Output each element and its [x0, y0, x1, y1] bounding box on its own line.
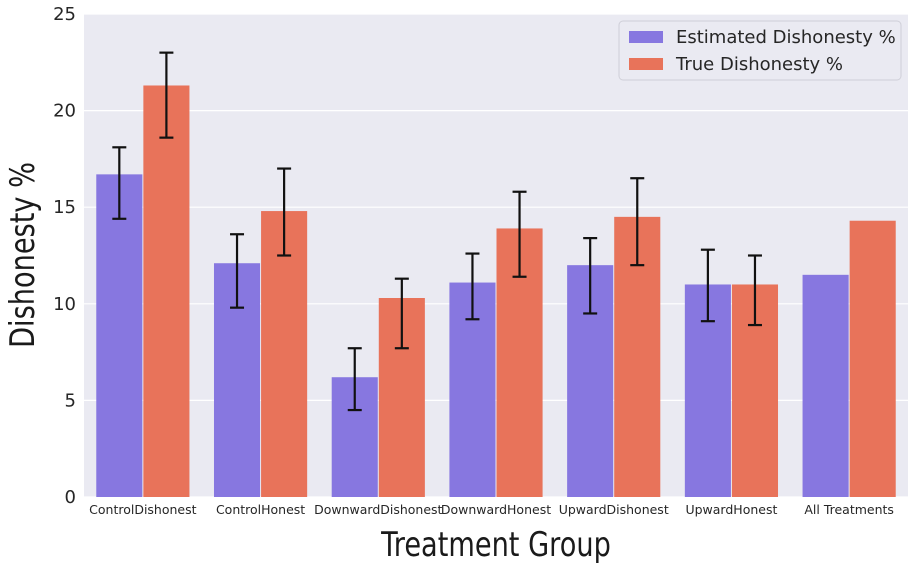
x-tick-label: UpwardHonest: [685, 502, 777, 517]
y-tick-labels: 0 5 10 15 20 25: [53, 4, 76, 508]
error-bar: [394, 277, 409, 350]
x-tick-label: All Treatments: [804, 502, 894, 517]
error-bar: [747, 254, 762, 327]
error-bar: [347, 347, 362, 412]
y-tick-label: 0: [65, 487, 76, 508]
x-tick-label: UpwardDishonest: [559, 502, 669, 517]
error-bar: [465, 252, 480, 321]
x-tick-label: ControlHonest: [216, 502, 305, 517]
plot-area: [84, 14, 908, 497]
error-bar: [700, 248, 715, 323]
y-tick-label: 25: [53, 4, 76, 25]
bar: [802, 274, 849, 497]
legend-box: [618, 20, 902, 81]
y-axis-title: Dishonesty %: [3, 162, 43, 348]
legend-label-estimated: Estimated Dishonesty %: [676, 27, 896, 48]
error-bar: [230, 233, 245, 309]
error-bar: [159, 51, 174, 139]
legend-swatch-estimated: [629, 31, 663, 43]
bar: [261, 211, 308, 497]
y-tick-label: 5: [65, 390, 76, 411]
error-bar: [512, 190, 527, 278]
bars: [96, 85, 896, 498]
legend-label-true: True Dishonesty %: [675, 54, 843, 75]
error-bars: [112, 51, 762, 412]
bar: [143, 85, 190, 497]
error-bar: [112, 146, 127, 220]
legend-swatch-true: [629, 58, 663, 70]
x-tick-label: DownwardDishonest: [314, 502, 442, 517]
legend: Estimated Dishonesty % True Dishonesty %: [618, 20, 902, 81]
x-tick-label: ControlDishonest: [89, 502, 196, 517]
bar: [849, 220, 896, 497]
bar: [96, 174, 143, 497]
error-bar: [277, 167, 292, 257]
x-tick-label: DownwardHonest: [441, 502, 551, 517]
x-axis-title: Treatment Group: [380, 525, 611, 565]
error-bar: [630, 177, 645, 267]
y-tick-label: 20: [53, 101, 76, 122]
y-tick-label: 15: [53, 197, 76, 218]
x-tick-labels: ControlDishonest ControlHonest DownwardDis…: [89, 502, 894, 517]
y-tick-label: 10: [53, 294, 76, 315]
error-bar: [583, 237, 598, 315]
